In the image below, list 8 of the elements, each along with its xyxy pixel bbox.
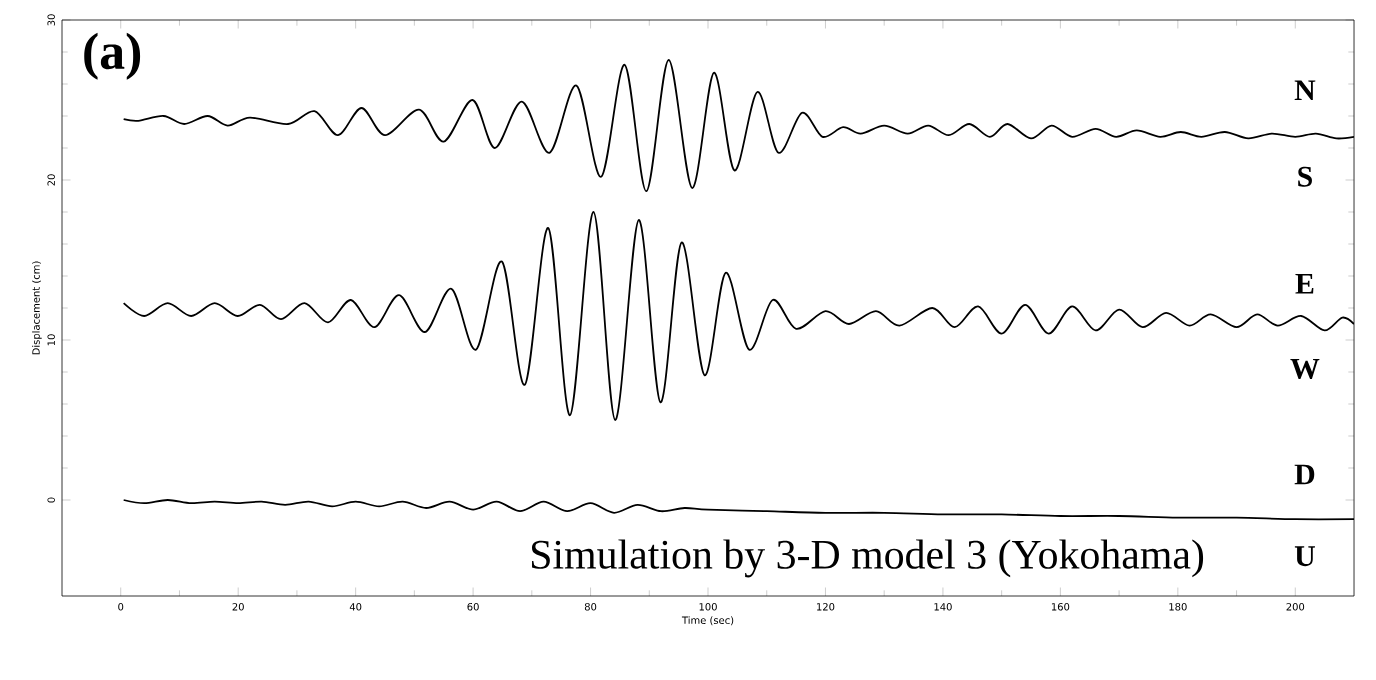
annotation: U	[1294, 546, 1315, 567]
chart-title: (a)	[84, 32, 141, 80]
annotation: E	[1295, 274, 1314, 294]
annotation: N	[1294, 80, 1316, 101]
annotation: S	[1298, 166, 1312, 187]
annotation: W	[1290, 359, 1320, 380]
annotation: D	[1294, 464, 1315, 485]
annotation: Simulation by 3-D model 3 (Yokohama)	[532, 539, 1204, 578]
